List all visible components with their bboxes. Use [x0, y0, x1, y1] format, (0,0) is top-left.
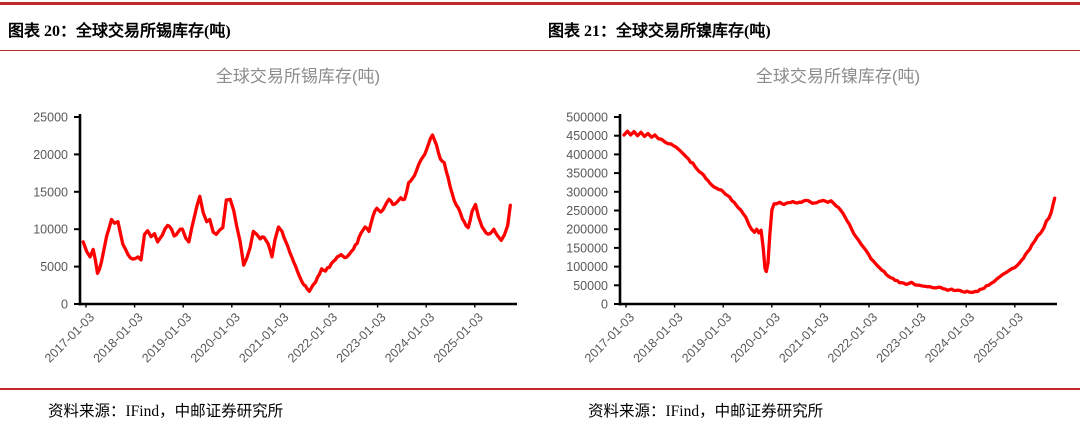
y-tick-label: 500000	[566, 111, 608, 125]
nickel-chart-title: 全球交易所镍库存(吨)	[756, 67, 920, 86]
y-tick-label: 300000	[566, 185, 608, 199]
tin-chart-svg: 全球交易所锡库存(吨) 0 5000 10000 15000 20000 25000 201…	[33, 67, 517, 365]
x-tick-label: 2020-01-03	[728, 310, 783, 365]
tin-chart-area: 全球交易所锡库存(吨) 0 5000 10000 15000 20000 25000 201…	[0, 51, 540, 388]
nickel-chart-svg: 全球交易所镍库存(吨) 0 50000 100000 150000 200000 2500…	[566, 67, 1057, 365]
y-tick-label: 0	[61, 298, 68, 312]
top-divider-rule	[0, 2, 1080, 5]
figure-columns: 图表 20：全球交易所锡库存(吨) 全球交易所锡库存(吨) 0 5000 10000…	[0, 5, 1080, 421]
figure-nickel-source: 资料来源：IFind，中邮证券研究所	[588, 402, 824, 420]
y-tick-label: 15000	[33, 185, 68, 199]
y-tick-label: 20000	[33, 148, 68, 162]
figure-nickel: 图表 21：全球交易所镍库存(吨) 全球交易所镍库存(吨) 0 50000 1000…	[540, 5, 1080, 421]
y-tick-label: 150000	[566, 241, 608, 255]
x-tick-label: 2024-01-03	[382, 310, 437, 365]
x-tick-label: 2023-01-03	[334, 310, 389, 365]
x-tick-label: 2025-01-03	[971, 310, 1026, 365]
y-tick-label: 50000	[573, 279, 608, 293]
y-tick-label: 200000	[566, 223, 608, 237]
y-tick-label: 25000	[33, 111, 68, 125]
x-tick-label: 2019-01-03	[679, 310, 734, 365]
y-tick-label: 400000	[566, 148, 608, 162]
x-tick-label: 2018-01-03	[91, 310, 146, 365]
x-tick-label: 2017-01-03	[42, 310, 97, 365]
x-tick-label: 2024-01-03	[922, 310, 977, 365]
figure-tin: 图表 20：全球交易所锡库存(吨) 全球交易所锡库存(吨) 0 5000 10000…	[0, 5, 540, 421]
x-tick-label: 2022-01-03	[285, 310, 340, 365]
nickel-chart-area: 全球交易所镍库存(吨) 0 50000 100000 150000 200000 2500…	[540, 51, 1080, 388]
tin-chart-title: 全球交易所锡库存(吨)	[216, 67, 380, 86]
x-tick-label: 2019-01-03	[139, 310, 194, 365]
series-line	[81, 133, 512, 293]
y-tick-label: 350000	[566, 167, 608, 181]
nickel-plot-group: 0 50000 100000 150000 200000 250000 300000 3500…	[566, 111, 1057, 365]
y-tick-label: 0	[601, 298, 608, 312]
x-tick-label: 2025-01-03	[431, 310, 486, 365]
figure-nickel-header: 图表 21：全球交易所镍库存(吨)	[540, 5, 1080, 51]
x-tick-label: 2020-01-03	[188, 310, 243, 365]
source-divider-rule	[540, 388, 1080, 390]
y-tick-label: 5000	[40, 260, 68, 274]
x-tick-label: 2021-01-03	[776, 310, 831, 365]
y-tick-label: 250000	[566, 204, 608, 218]
x-tick-label: 2021-01-03	[236, 310, 291, 365]
x-tick-label: 2023-01-03	[874, 310, 929, 365]
figure-tin-source: 资料来源：IFind，中邮证券研究所	[48, 402, 284, 420]
source-divider-rule	[0, 388, 540, 390]
x-tick-label: 2018-01-03	[631, 310, 686, 365]
y-tick-label: 100000	[566, 260, 608, 274]
x-tick-label: 2022-01-03	[825, 310, 880, 365]
series-line	[622, 129, 1057, 295]
tin-plot-group: 0 5000 10000 15000 20000 25000 2017-01-032018-…	[33, 111, 517, 365]
y-tick-label: 10000	[33, 223, 68, 237]
x-tick-label: 2017-01-03	[582, 310, 637, 365]
y-tick-label: 450000	[566, 129, 608, 143]
figure-tin-header: 图表 20：全球交易所锡库存(吨)	[0, 5, 540, 51]
